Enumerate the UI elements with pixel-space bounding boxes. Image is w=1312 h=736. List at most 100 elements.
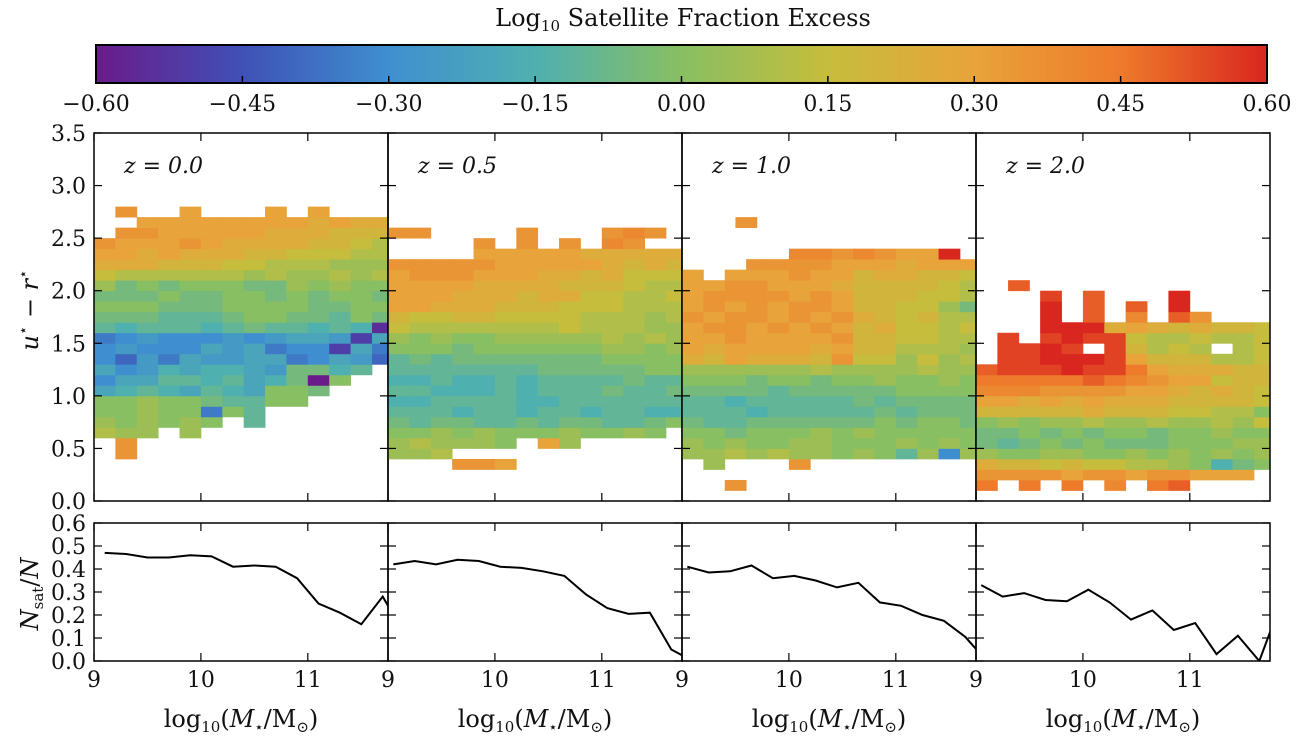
heatmap-cell — [1104, 374, 1127, 386]
heatmap-cell — [516, 374, 539, 386]
heatmap-cell — [981, 312, 1003, 323]
heatmap-cell — [997, 353, 1020, 365]
heatmap-cell — [874, 280, 897, 292]
heatmap-cell — [222, 332, 245, 344]
heatmap-cell — [243, 227, 266, 239]
heatmap-cell — [1168, 364, 1191, 376]
heatmap-cell — [243, 322, 266, 334]
heatmap-cell — [1061, 458, 1084, 470]
heatmap-cell — [788, 406, 811, 418]
heatmap-cell — [371, 280, 388, 292]
heatmap-cell — [1189, 322, 1212, 334]
top-y-tick-label: 0.5 — [51, 437, 86, 462]
heatmap-cell — [917, 290, 939, 302]
heatmap-cell — [895, 343, 918, 355]
heatmap-cell — [473, 301, 496, 313]
heatmap-cell — [1061, 437, 1084, 449]
heatmap-cell — [115, 385, 138, 397]
heatmap-cell — [350, 227, 373, 239]
heatmap-cell — [938, 259, 961, 271]
heatmap-cell — [388, 269, 410, 281]
heatmap-cell — [665, 290, 682, 302]
heatmap-cell — [409, 290, 432, 302]
heatmap-cell — [959, 259, 976, 271]
heatmap-cell — [388, 343, 410, 355]
heatmap-cell — [222, 374, 245, 386]
heatmap-cell — [1232, 469, 1255, 481]
heatmap-cell — [516, 427, 539, 439]
heatmap-cell — [286, 290, 309, 302]
top-y-tick-label: 2.5 — [51, 227, 86, 252]
heatmap-cell — [959, 301, 976, 313]
heatmap-cell — [853, 301, 875, 313]
heatmap-cell — [115, 332, 138, 344]
heatmap-cell — [917, 269, 939, 281]
heatmap-cell — [115, 416, 138, 428]
heatmap-cell — [644, 290, 667, 302]
heatmap-cell — [1211, 322, 1233, 334]
heatmap-cell — [644, 332, 667, 344]
heatmap-cell — [1061, 469, 1084, 481]
heatmap-cell — [1082, 448, 1105, 460]
heatmap-cell — [895, 248, 918, 260]
heatmap-cell — [452, 322, 474, 334]
heatmap-cell — [1211, 353, 1233, 365]
heatmap-cell — [917, 301, 939, 313]
heatmap-cell — [452, 290, 474, 302]
heatmap-cell — [222, 301, 245, 313]
colorbar-tick-label: 0.15 — [803, 92, 852, 117]
heatmap-cell — [452, 280, 474, 292]
heatmap-cell — [329, 343, 351, 355]
heatmap-cell — [810, 343, 833, 355]
heatmap-cell — [959, 416, 976, 428]
heatmap-cell — [938, 311, 961, 323]
heatmap-cell — [895, 353, 918, 365]
heatmap-cell — [788, 416, 811, 428]
heatmap-cell — [874, 322, 897, 334]
heatmap-cell — [473, 458, 496, 470]
heatmap-cell — [452, 385, 474, 397]
heatmap-cell — [665, 269, 682, 281]
heatmap-cell — [115, 364, 138, 376]
heatmap-cell — [222, 353, 245, 365]
heatmap-cell — [623, 238, 645, 250]
heatmap-cell — [436, 238, 458, 249]
heatmap-cell — [997, 364, 1020, 376]
heatmap-cell — [810, 437, 833, 449]
heatmap-cell — [265, 395, 287, 407]
heatmap-cell — [179, 290, 202, 302]
heatmap-cell — [703, 364, 726, 376]
heatmap-cell — [179, 322, 202, 334]
heatmap-cell — [1147, 427, 1169, 439]
heatmap-cell — [371, 322, 388, 334]
heatmap-cell — [473, 280, 496, 292]
heatmap-cell — [494, 385, 517, 397]
heatmap-cell — [473, 269, 496, 281]
heatmap-cell — [537, 290, 560, 302]
heatmap-cell — [788, 385, 811, 397]
heatmap-cell — [601, 311, 624, 323]
heatmap-cell — [1253, 374, 1270, 386]
heatmap-cell — [831, 416, 854, 428]
heatmap-cell — [601, 238, 624, 250]
heatmap-cell — [388, 395, 410, 407]
heatmap-cell — [1003, 301, 1025, 312]
top-y-tick-label: 1.0 — [51, 385, 86, 410]
heatmap-cell — [265, 311, 287, 323]
heatmap-cell — [409, 395, 432, 407]
heatmap-cell — [1211, 458, 1233, 470]
heatmap-cell — [494, 416, 517, 428]
heatmap-cell — [179, 248, 202, 260]
heatmap-cell — [724, 385, 747, 397]
heatmap-cell — [158, 248, 180, 260]
heatmap-cell — [243, 406, 266, 418]
heatmap-cell — [1147, 385, 1169, 397]
heatmap-cell — [981, 291, 1003, 302]
heatmap-cell — [623, 227, 645, 239]
heatmap-cell — [115, 437, 138, 449]
heatmap-cell — [265, 238, 287, 250]
heatmap-cell — [810, 395, 833, 407]
heatmap-cell — [788, 248, 811, 260]
heatmap-cell — [200, 364, 223, 376]
heatmap-cell — [286, 374, 309, 386]
